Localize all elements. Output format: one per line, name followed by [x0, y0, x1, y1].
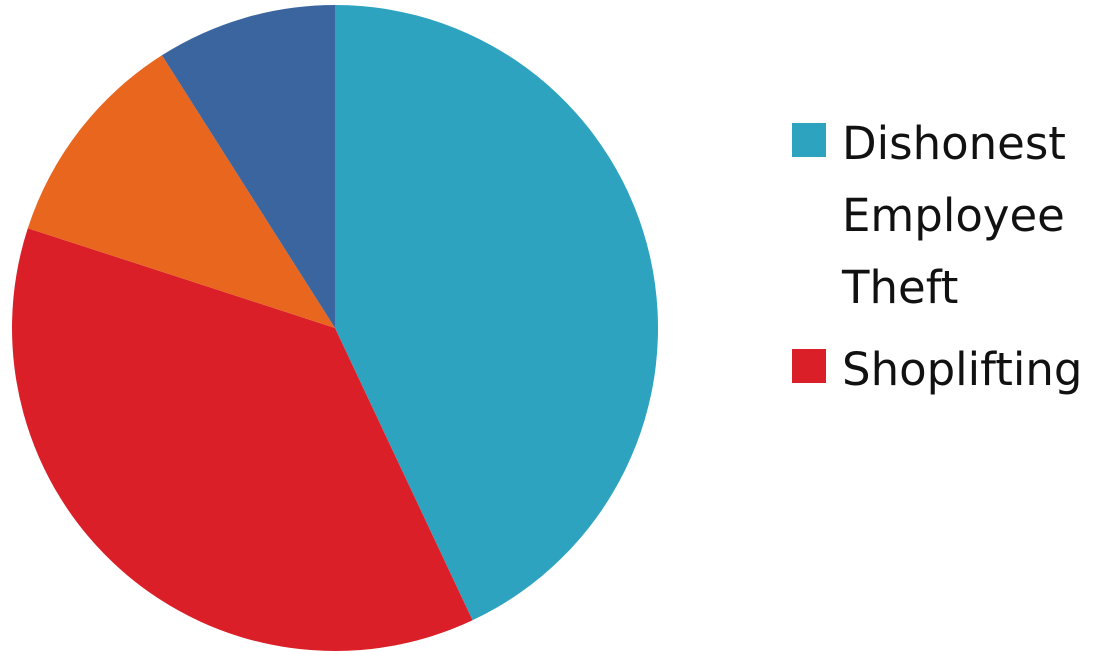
pie-slice-slice-3: [27, 55, 336, 328]
legend-label-dishonest-employee-theft: Dishonest Employee Theft: [842, 117, 1066, 314]
pie-slice-slice-4: [161, 5, 335, 328]
pie-slice-shoplifting: [12, 228, 473, 652]
legend: Dishonest Employee Theft Shoplifting: [792, 108, 1092, 406]
pie-slice-dishonest-employee-theft: [335, 5, 659, 621]
legend-label-shoplifting: Shoplifting: [842, 343, 1083, 396]
legend-swatch-shoplifting: [792, 349, 826, 383]
legend-swatch-dishonest-employee-theft: [792, 123, 826, 157]
legend-item-shoplifting: Shoplifting: [792, 334, 1092, 406]
legend-item-dishonest-employee-theft: Dishonest Employee Theft: [792, 108, 1092, 324]
